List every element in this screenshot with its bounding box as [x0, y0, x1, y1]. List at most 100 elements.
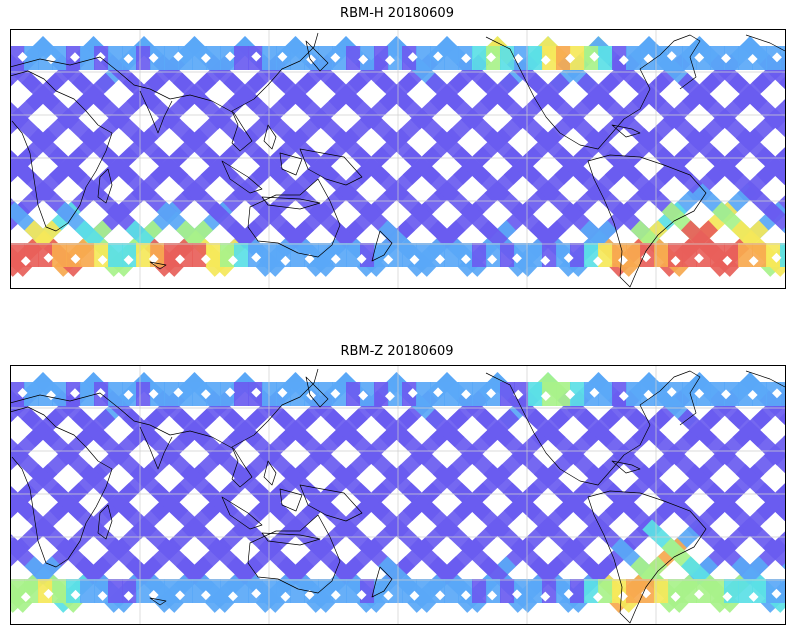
- gap-notch: [540, 255, 551, 266]
- track-cell: [416, 579, 431, 603]
- coastline: [587, 154, 707, 288]
- track-cell: [66, 243, 81, 267]
- track-cell: [710, 382, 725, 406]
- track-segment: [10, 245, 14, 252]
- track-cell: [136, 579, 151, 603]
- coastline: [149, 261, 167, 270]
- gap-notch: [487, 254, 498, 265]
- gap-notch: [251, 252, 262, 263]
- track-segment: [778, 412, 785, 426]
- coastline: [371, 566, 393, 598]
- track-cell: [206, 243, 221, 267]
- gap-notch: [670, 591, 681, 602]
- gap-notch: [175, 590, 185, 601]
- track-cell: [38, 46, 53, 70]
- track-cell: [318, 46, 333, 70]
- track-cell: [360, 382, 375, 406]
- coastlines: [10, 368, 785, 624]
- track-cell: [108, 382, 123, 406]
- track-cell: [10, 579, 25, 603]
- track-cell: [738, 382, 753, 406]
- gap-notch: [251, 588, 262, 599]
- track-cell: [570, 579, 585, 603]
- gap-notch: [330, 590, 341, 601]
- gap-notch: [747, 390, 758, 400]
- track-cell: [780, 382, 785, 406]
- coastline: [279, 488, 303, 512]
- track-cell: [598, 382, 613, 406]
- track-cell: [528, 382, 543, 406]
- track-cell: [710, 46, 725, 70]
- gap-notch: [589, 51, 600, 62]
- track-cell: [192, 579, 207, 603]
- track-cell: [626, 579, 641, 603]
- track-cell: [234, 243, 249, 267]
- track-cell: [206, 382, 221, 406]
- track-cell: [570, 382, 585, 406]
- track-segment: [762, 201, 785, 234]
- coastline: [149, 597, 167, 606]
- track-cell: [38, 243, 53, 267]
- track-cell: [164, 579, 179, 603]
- gap-notch: [641, 588, 651, 599]
- track-cell: [486, 243, 501, 267]
- track-cell: [738, 579, 753, 603]
- gap-notch: [304, 589, 315, 600]
- track-segment: [766, 445, 785, 474]
- gap-notch: [563, 589, 574, 599]
- gap-notch: [722, 591, 733, 602]
- track-cell: [136, 46, 151, 70]
- track-cell: [738, 46, 753, 70]
- track-cell: [766, 579, 781, 603]
- track-segment: [10, 149, 18, 165]
- gap-notch: [228, 255, 238, 266]
- track-cell: [430, 243, 445, 267]
- track-cell: [626, 243, 641, 267]
- track-cell: [388, 243, 403, 267]
- coastline: [745, 370, 785, 388]
- track-layer: [10, 29, 785, 289]
- coastline: [263, 460, 277, 486]
- track-cell: [136, 382, 151, 406]
- gap-notch: [304, 253, 315, 264]
- coastlines: [10, 32, 785, 288]
- track-cell: [528, 579, 543, 603]
- track-segment: [10, 502, 19, 520]
- track-segment: [778, 76, 785, 90]
- coastline: [299, 484, 363, 522]
- track-cell: [108, 243, 123, 267]
- track-segment: [10, 581, 14, 588]
- track-cell: [374, 382, 389, 406]
- track-cell: [780, 243, 785, 267]
- track-segment: [775, 483, 785, 503]
- gap-notch: [540, 391, 551, 402]
- track-segment: [766, 109, 785, 138]
- coastline: [305, 40, 329, 72]
- track-cell: [80, 243, 95, 267]
- track-cell: [318, 382, 333, 406]
- track-cell: [654, 382, 669, 406]
- track-cell: [416, 46, 431, 70]
- track-cell: [710, 243, 725, 267]
- track-cell: [206, 579, 221, 603]
- coastline: [10, 32, 319, 152]
- track-cell: [570, 46, 585, 70]
- track-cell: [80, 46, 95, 70]
- world-map-bottom: [10, 365, 786, 625]
- track-cell: [528, 243, 543, 267]
- coastline: [587, 490, 707, 624]
- track-cell: [290, 579, 305, 603]
- track-cell: [780, 46, 785, 70]
- track-cell: [346, 579, 361, 603]
- track-cell: [654, 579, 669, 603]
- track-cell: [500, 382, 515, 406]
- gap-notch: [409, 590, 420, 601]
- track-cell: [626, 382, 641, 406]
- track-cell: [108, 579, 123, 603]
- track-cell: [374, 579, 389, 603]
- track-cell: [66, 579, 81, 603]
- track-segment: [10, 485, 18, 501]
- gap-notch: [20, 592, 31, 603]
- track-cell: [388, 46, 403, 70]
- track-cell: [24, 46, 39, 70]
